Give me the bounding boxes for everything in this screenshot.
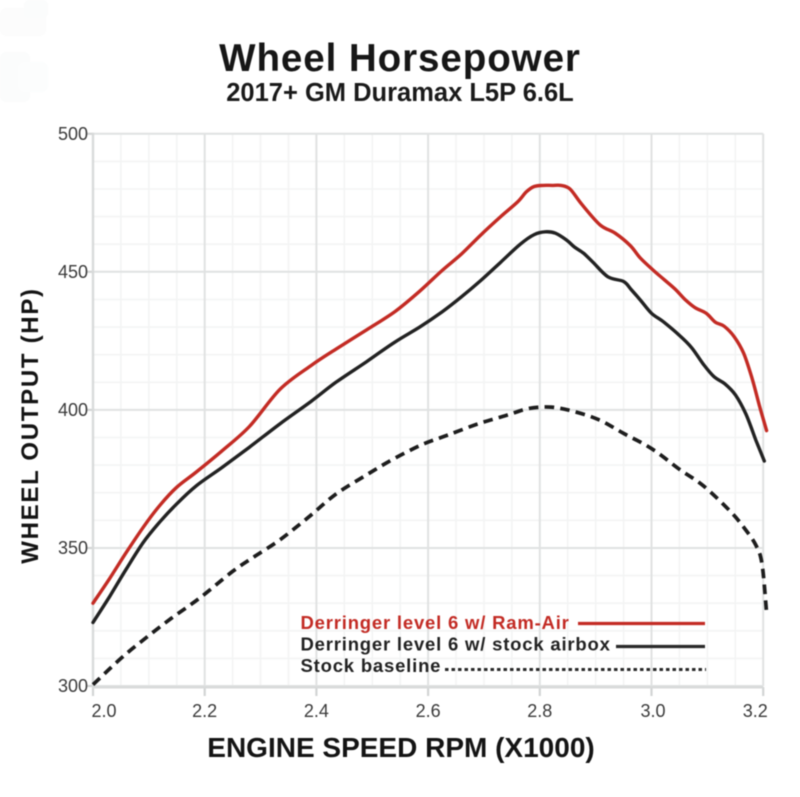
svg-text:2.0: 2.0 (91, 701, 116, 721)
svg-text:ENGINE SPEED RPM (X1000): ENGINE SPEED RPM (X1000) (207, 732, 594, 763)
svg-text:350: 350 (58, 538, 88, 558)
svg-text:400: 400 (58, 400, 88, 420)
svg-text:Derringer level 6 w/ Ram-Air: Derringer level 6 w/ Ram-Air (301, 612, 570, 633)
svg-text:Derringer level 6 w/ stock air: Derringer level 6 w/ stock airbox (301, 634, 611, 655)
svg-text:3.2: 3.2 (743, 701, 768, 721)
svg-text:500: 500 (58, 124, 88, 144)
svg-text:Stock baseline: Stock baseline (301, 655, 442, 676)
svg-text:WHEEL OUTPUT (HP): WHEEL OUTPUT (HP) (17, 287, 44, 563)
svg-text:Wheel Horsepower: Wheel Horsepower (219, 37, 581, 80)
svg-text:3.0: 3.0 (640, 701, 665, 721)
svg-text:2.6: 2.6 (416, 701, 441, 721)
svg-text:450: 450 (58, 262, 88, 282)
svg-text:2.2: 2.2 (192, 701, 217, 721)
svg-text:2.8: 2.8 (527, 701, 552, 721)
svg-text:2.4: 2.4 (304, 701, 329, 721)
svg-text:2017+ GM Duramax L5P 6.6L: 2017+ GM Duramax L5P 6.6L (226, 79, 574, 107)
svg-text:300: 300 (58, 676, 88, 696)
